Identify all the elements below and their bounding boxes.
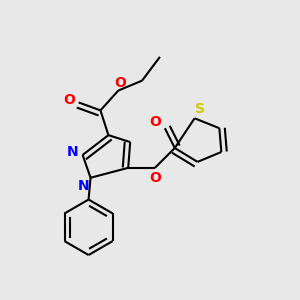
Text: N: N bbox=[78, 179, 89, 193]
Text: N: N bbox=[67, 145, 79, 159]
Text: O: O bbox=[149, 115, 161, 129]
Text: O: O bbox=[63, 94, 75, 107]
Text: S: S bbox=[194, 102, 205, 116]
Text: O: O bbox=[114, 76, 126, 90]
Text: O: O bbox=[149, 171, 161, 185]
